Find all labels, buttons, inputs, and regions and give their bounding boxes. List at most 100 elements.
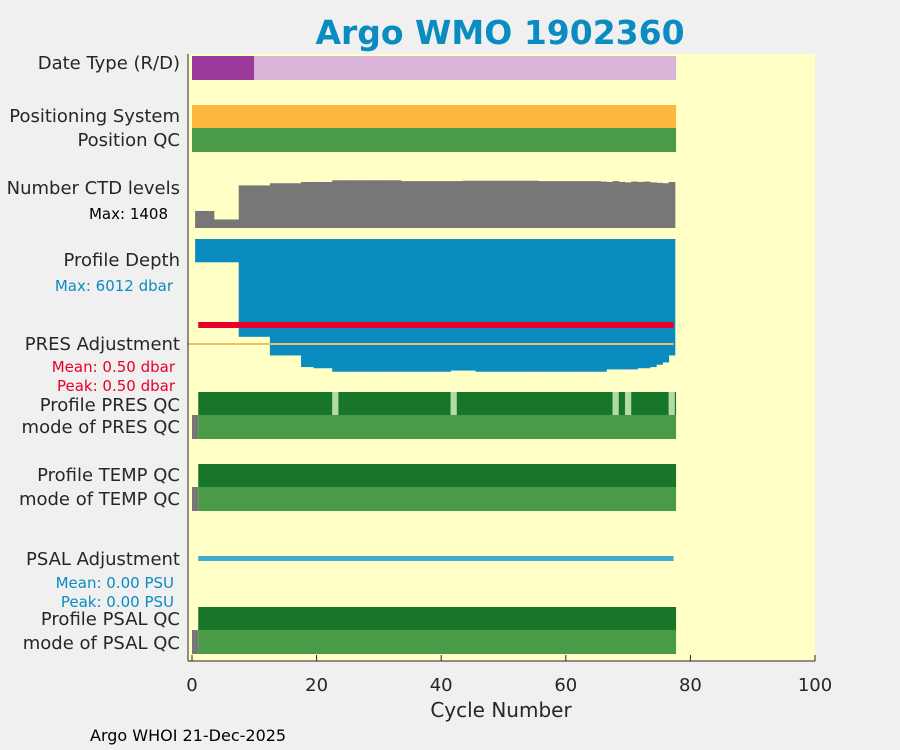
ctd-level-bar-46 — [475, 180, 483, 228]
ctd-level-bar-51 — [506, 180, 514, 228]
profile-depth-bar-42 — [450, 239, 458, 371]
profile-depth-bar-12 — [263, 239, 271, 337]
position_qc-segment-0 — [192, 128, 677, 152]
ctd-level-bar-26 — [350, 180, 358, 228]
x-axis: 0 20 40 60 80 100 — [186, 54, 832, 696]
row-label-mode_pres_qc: mode of PRES QC — [22, 417, 180, 438]
ctd-level-bar-4 — [213, 219, 221, 228]
profile-depth-bar-60 — [562, 239, 570, 372]
profile-depth-bar-16 — [288, 239, 296, 356]
profile-depth-bar-35 — [406, 239, 414, 372]
ctd-level-bar-71 — [631, 181, 638, 228]
ctd-level-bar-44 — [463, 180, 470, 228]
mode_psal_qc-segment-0 — [192, 630, 199, 654]
profile-depth-bar-36 — [413, 239, 420, 372]
pres-adjustment-mean-label: Mean: 0.50 dbar — [52, 358, 176, 376]
profile-depth-bar-19 — [307, 239, 314, 368]
mode_pres_qc-segment-0 — [192, 415, 199, 439]
profile_pres_qc-light-cycle-42 — [450, 392, 457, 415]
profile-depth-bar-73 — [643, 239, 651, 369]
ctd-level-bar-59 — [556, 181, 564, 228]
profile-depth-bar-74 — [649, 239, 657, 368]
psal-adjustment-mean-label: Mean: 0.00 PSU — [56, 574, 174, 592]
ctd-level-bar-6 — [226, 219, 233, 228]
ctd-level-bar-14 — [276, 183, 283, 228]
ctd-level-bar-64 — [587, 181, 595, 228]
profile-depth-bar-6 — [226, 239, 233, 263]
profile-depth-bar-68 — [612, 239, 620, 370]
ctd-level-bar-55 — [531, 180, 539, 228]
profile-depth-bar-69 — [618, 239, 626, 370]
ctd-level-bar-18 — [301, 181, 308, 228]
row-label-date_type: Date Type (R/D) — [38, 53, 180, 74]
profile-depth-bar-39 — [431, 239, 439, 372]
profile-depth-bar-51 — [506, 239, 514, 372]
row-label-profile_depth: Profile Depth — [63, 250, 180, 271]
profile-depth-bar-40 — [438, 239, 445, 372]
profile-depth-bar-46 — [475, 239, 483, 372]
mode_temp_qc-segment-0 — [192, 487, 199, 511]
ctd-level-bar-17 — [294, 183, 302, 228]
profile-depth-bar-22 — [325, 239, 333, 369]
mode_pres_qc-segment-1 — [198, 415, 677, 439]
profile-depth-bar-75 — [656, 239, 663, 365]
profile-depth-bar-55 — [531, 239, 539, 372]
profile-depth-bar-70 — [624, 239, 632, 370]
pres-adjustment-peak-label: Peak: 0.50 dbar — [57, 377, 176, 395]
ctd-level-bar-50 — [500, 180, 508, 228]
profile-depth-bar-24 — [338, 239, 346, 372]
profile-depth-bar-9 — [244, 239, 252, 337]
ctd-level-bar-15 — [282, 183, 290, 228]
x-tick-label-5: 100 — [798, 675, 832, 696]
profile-depth-bar-15 — [282, 239, 290, 356]
profile-depth-bar-3 — [207, 239, 215, 263]
ctd-level-bar-7 — [232, 219, 240, 228]
profile-depth-bar-58 — [550, 239, 557, 372]
positioning_system-segment-0 — [192, 105, 677, 129]
date_type-segment-1 — [254, 56, 677, 80]
ctd-level-bar-43 — [456, 181, 464, 228]
profile-depth-bar-38 — [425, 239, 433, 372]
ctd-level-bar-68 — [612, 181, 620, 228]
row-label-position_qc: Position QC — [77, 130, 180, 151]
ctd-level-bar-9 — [244, 185, 252, 228]
profile_pres_qc-bar — [198, 392, 677, 415]
profile-depth-bar-14 — [276, 239, 283, 356]
profile-depth-bar-63 — [581, 239, 589, 372]
ctd-level-bar-22 — [325, 181, 333, 228]
ctd-level-bar-70 — [624, 182, 632, 228]
profile-depth-bar-21 — [319, 239, 327, 369]
profile-depth-bar-65 — [593, 239, 601, 372]
profile-depth-bar-48 — [487, 239, 495, 372]
profile-depth-bar-34 — [400, 239, 408, 372]
profile-depth-bar-56 — [537, 239, 545, 372]
ctd-level-bar-21 — [319, 181, 327, 228]
profile-depth-bar-64 — [587, 239, 595, 372]
profile_psal_qc-segment-0 — [198, 607, 677, 631]
ctd-level-bar-42 — [450, 181, 458, 228]
x-tick-label-1: 20 — [305, 675, 328, 696]
row-label-positioning_system: Positioning System — [9, 106, 180, 127]
profile-depth-bar-49 — [494, 239, 501, 372]
psal-adjustment-line — [198, 556, 674, 561]
ctd-level-bar-32 — [388, 180, 395, 228]
ctd-level-bar-36 — [413, 181, 420, 228]
ctd-level-bar-45 — [469, 180, 476, 228]
ctd-level-bar-25 — [344, 180, 352, 228]
profile-depth-bar-11 — [257, 239, 265, 337]
ctd-level-bar-53 — [519, 180, 526, 228]
profile-depth-bar-1 — [195, 239, 202, 263]
row-label-ctd_levels: Number CTD levels — [7, 178, 180, 199]
profile-depth-bar-33 — [394, 239, 402, 372]
row-label-profile_psal_qc: Profile PSAL QC — [41, 609, 180, 630]
ctd-level-bar-12 — [263, 185, 271, 228]
profile-depth-bar-30 — [375, 239, 383, 372]
profile-depth-bar-18 — [301, 239, 308, 368]
ctd-level-bar-54 — [525, 180, 533, 228]
ctd-level-bar-31 — [382, 180, 389, 228]
ctd-level-bar-66 — [600, 181, 607, 228]
ctd-level-bar-27 — [357, 180, 364, 228]
ctd-level-bar-73 — [643, 181, 651, 228]
row-label-psal_adjustment: PSAL Adjustment — [26, 549, 180, 570]
